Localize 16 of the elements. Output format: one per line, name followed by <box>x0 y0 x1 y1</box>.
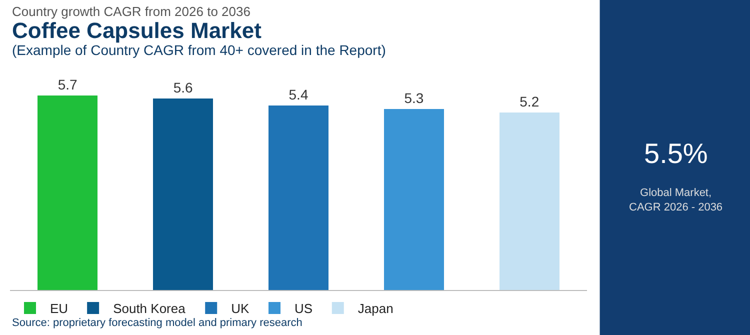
data-label: 5.2 <box>520 93 540 110</box>
data-label: 5.3 <box>404 90 424 106</box>
text: 5.5% <box>644 138 708 169</box>
legend-label: South Korea <box>113 301 186 316</box>
legend-label: US <box>294 301 313 316</box>
legend-label: EU <box>50 301 68 316</box>
legend-label: UK <box>231 301 250 316</box>
text: Global Market, CAGR 2026 - 2036 <box>629 187 723 214</box>
text: Country growth CAGR from 2026 to 2036 <box>12 4 250 19</box>
data-label: 5.6 <box>173 80 193 96</box>
chart-subtitle: (Example of Country CAGR from 40+ covered in the Report) <box>12 42 386 58</box>
data-label: 5.7 <box>58 76 78 92</box>
data-label: 5.4 <box>288 86 308 102</box>
chart-title: Coffee Capsules Market <box>12 18 262 43</box>
legend-label: Japan <box>358 301 394 316</box>
source-note: Source: proprietary forecasting model and primary research <box>12 317 302 329</box>
